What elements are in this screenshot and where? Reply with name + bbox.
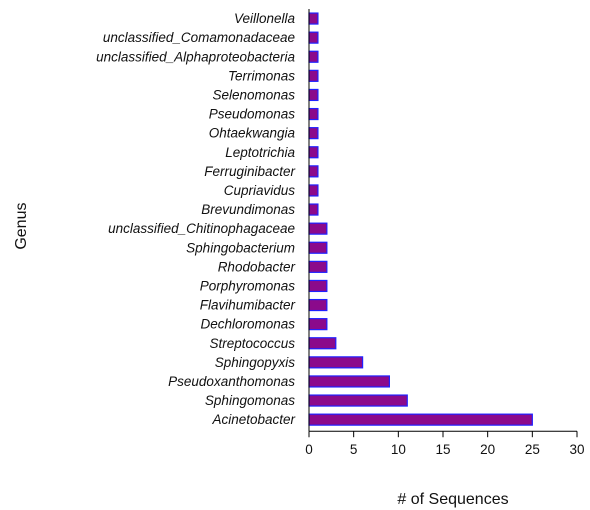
category-label: Selenomonas xyxy=(212,87,295,102)
bar xyxy=(308,69,319,82)
category-labels: Veillonella unclassified_Comamonadaceaeun… xyxy=(96,11,295,427)
category-label: Sphingomonas xyxy=(205,393,295,408)
bar xyxy=(308,222,328,235)
bar xyxy=(308,337,337,350)
category-label: Sphingobacterium xyxy=(186,240,295,255)
bar xyxy=(308,279,328,293)
bar xyxy=(308,413,533,426)
category-label: Terrimonas xyxy=(228,68,295,83)
bar xyxy=(308,298,328,312)
x-tick-label: 20 xyxy=(480,442,495,457)
category-label: unclassified_Chitinophagaceae xyxy=(108,221,295,236)
category-label: Pseudomonas xyxy=(209,107,296,122)
x-tick-label: 25 xyxy=(525,442,540,457)
category-label: Veillonella xyxy=(234,11,296,26)
bar xyxy=(308,184,319,197)
category-label: Flavihumibacter xyxy=(200,298,296,313)
bar xyxy=(308,107,319,121)
x-tick-label: 15 xyxy=(435,442,450,457)
category-label: Cupriavidus xyxy=(224,183,296,198)
bar xyxy=(308,260,328,273)
bar xyxy=(308,241,328,254)
category-label: Rhodobacter xyxy=(218,259,296,274)
bar xyxy=(308,203,319,216)
y-axis-title: Genus xyxy=(13,203,30,250)
category-label: Leptotrichia xyxy=(225,145,295,160)
category-label: unclassified_Comamonadaceae xyxy=(103,30,295,45)
category-label: Dechloromonas xyxy=(200,317,295,332)
bar xyxy=(308,146,319,159)
x-axis-ticks: 0 5 10 15 20 25 30 xyxy=(305,431,585,457)
bar xyxy=(308,12,319,25)
x-tick-label: 30 xyxy=(569,442,584,457)
bar xyxy=(308,88,319,102)
category-label: Acinetobacter xyxy=(211,412,295,427)
bar xyxy=(308,50,319,63)
category-label: Brevundimonas xyxy=(201,202,295,217)
x-tick-label: 5 xyxy=(350,442,358,457)
bar xyxy=(308,356,364,369)
x-tick-label: 10 xyxy=(391,442,406,457)
bar xyxy=(308,31,319,44)
category-label: Streptococcus xyxy=(209,336,295,351)
category-label: Ohtaekwangia xyxy=(209,126,296,141)
bar xyxy=(308,127,319,140)
x-tick-label: 0 xyxy=(305,442,313,457)
bar xyxy=(308,318,328,331)
bar xyxy=(308,375,391,388)
category-label: Ferruginibacter xyxy=(204,164,295,179)
category-label: Sphingopyxis xyxy=(215,355,296,370)
bars xyxy=(308,12,533,426)
x-axis-title: # of Sequences xyxy=(397,491,508,508)
category-label: Porphyromonas xyxy=(200,278,296,293)
category-label: Pseudoxanthomonas xyxy=(168,374,295,389)
bar xyxy=(308,165,319,178)
bar xyxy=(308,394,408,407)
category-label: unclassified_Alphaproteobacteria xyxy=(96,49,295,64)
